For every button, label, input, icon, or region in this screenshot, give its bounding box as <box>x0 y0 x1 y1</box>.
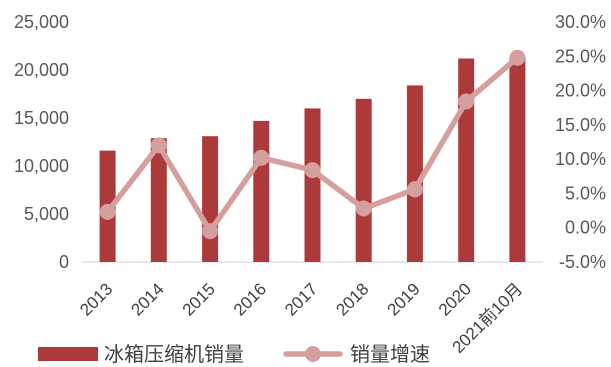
sales-bar-3 <box>202 136 219 262</box>
sales-bar-5 <box>304 108 321 263</box>
x-axis-tick-label: 2017 <box>281 279 321 319</box>
growth-marker-5 <box>304 162 321 179</box>
growth-marker-3 <box>202 223 219 240</box>
sales-bar-4 <box>253 120 270 263</box>
right-axis-tick-label: 25.0% <box>555 46 606 66</box>
x-axis-tick-label: 2015 <box>179 279 219 319</box>
sales-bar-2 <box>150 138 167 262</box>
left-axis-tick-label: 15,000 <box>14 108 69 128</box>
legend-label-sales: 冰箱压缩机销量 <box>104 343 244 366</box>
growth-marker-8 <box>458 93 475 110</box>
sales-bar-series <box>99 57 526 263</box>
growth-marker-1 <box>99 203 116 220</box>
growth-marker-6 <box>355 200 372 217</box>
x-axis-tick-label: 2018 <box>332 279 372 319</box>
right-axis-tick-label: 5.0% <box>565 183 606 203</box>
sales-bar-7 <box>406 85 423 263</box>
right-axis-tick-label: -5.0% <box>559 252 606 272</box>
x-axis-tick-label: 2016 <box>230 279 270 319</box>
left-axis-tick-label: 5,000 <box>24 204 69 224</box>
legend-swatch-growth-marker <box>305 346 321 362</box>
legend: 冰箱压缩机销量 销量增速 <box>38 343 430 366</box>
right-axis-tick-label: 0.0% <box>565 218 606 238</box>
right-axis-tick-label: 30.0% <box>555 12 606 32</box>
left-axis-tick-label: 20,000 <box>14 60 69 80</box>
axes: 0 5,000 10,000 15,000 20,000 25,000 -5.0% 0.0% 5… <box>14 12 606 272</box>
right-axis-tick-label: 15.0% <box>555 115 606 135</box>
x-axis-tick-label: 2013 <box>76 279 116 319</box>
growth-marker-2 <box>150 137 167 154</box>
x-axis-tick-label: 2019 <box>384 279 424 319</box>
x-axis-tick-label: 2020 <box>435 279 475 319</box>
growth-line-series <box>99 49 526 240</box>
x-axis-tick-label: 2014 <box>127 279 167 319</box>
sales-bar-8 <box>458 58 475 262</box>
growth-marker-4 <box>253 149 270 166</box>
left-axis-tick-label: 25,000 <box>14 12 69 32</box>
right-axis-tick-label: 10.0% <box>555 149 606 169</box>
left-axis-tick-label: 10,000 <box>14 156 69 176</box>
legend-swatch-sales <box>38 347 98 361</box>
left-axis-tick-label: 0 <box>59 252 69 272</box>
legend-label-growth: 销量增速 <box>350 343 430 366</box>
sales-bar-6 <box>355 98 372 262</box>
sales-bar-9 <box>509 57 526 262</box>
growth-marker-9 <box>509 49 526 66</box>
growth-marker-7 <box>406 181 423 198</box>
right-axis-tick-label: 20.0% <box>555 81 606 101</box>
